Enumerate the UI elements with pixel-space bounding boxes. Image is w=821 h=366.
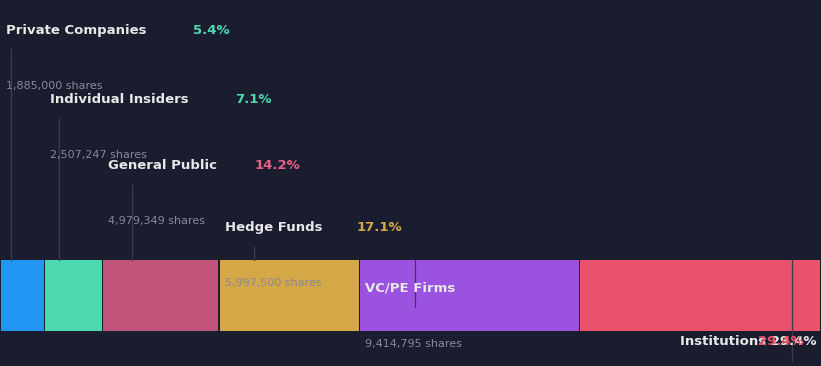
Text: Individual Insiders: Individual Insiders: [50, 93, 193, 107]
Bar: [45, 260, 102, 331]
Text: 5,997,500 shares: 5,997,500 shares: [225, 278, 322, 288]
Bar: [360, 260, 579, 331]
Text: 7.1%: 7.1%: [235, 93, 272, 107]
Text: 17.1%: 17.1%: [357, 221, 402, 235]
Text: 9,414,795 shares: 9,414,795 shares: [365, 339, 462, 348]
Text: Institutions 29.4%: Institutions 29.4%: [681, 335, 817, 348]
Text: 5.4%: 5.4%: [193, 24, 230, 37]
Text: Hedge Funds: Hedge Funds: [225, 221, 327, 235]
Text: 26.8%: 26.8%: [488, 282, 534, 295]
Bar: [580, 260, 820, 331]
Text: Private Companies: Private Companies: [6, 24, 151, 37]
Text: 4,979,349 shares: 4,979,349 shares: [108, 216, 205, 226]
Text: 1,885,000 shares: 1,885,000 shares: [6, 81, 103, 90]
Bar: [220, 260, 359, 331]
Text: VC/PE Firms: VC/PE Firms: [365, 282, 461, 295]
Text: 2,507,247 shares: 2,507,247 shares: [50, 150, 147, 160]
Text: General Public: General Public: [108, 159, 222, 172]
Text: Institutions: Institutions: [0, 365, 1, 366]
Text: 14.2%: 14.2%: [255, 159, 300, 172]
Text: 29.4%: 29.4%: [758, 335, 804, 348]
Bar: [1, 260, 44, 331]
Bar: [103, 260, 218, 331]
